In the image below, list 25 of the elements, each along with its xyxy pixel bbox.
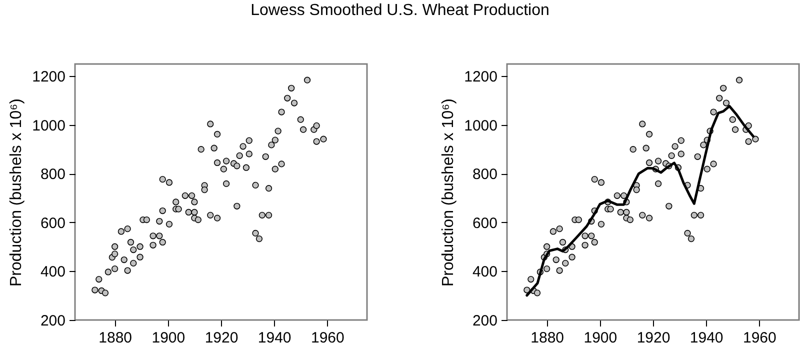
x-tick-label: 1960 <box>310 330 344 346</box>
y-tick-label: 400 <box>40 264 66 281</box>
y-axis-title: Production (bushels x 10⁶) <box>440 98 458 287</box>
y-tick-label: 800 <box>472 166 498 184</box>
y-tick-label: 1200 <box>32 68 66 86</box>
x-tick-label: 1900 <box>584 330 618 346</box>
x-tick-label: 1940 <box>690 330 724 346</box>
text: Lowess Smoothed U.S. Wheat Production <box>250 2 550 20</box>
y-tick-label: 800 <box>40 166 66 184</box>
x-tick-label: 1880 <box>530 330 564 346</box>
y-axis-title: Production (bushels x 10⁶) <box>8 98 26 287</box>
x-tick-label: 1880 <box>98 330 132 346</box>
y-tick-label: 1000 <box>32 117 66 134</box>
y-tick-label: 600 <box>472 214 498 232</box>
y-tick-label: 400 <box>472 264 498 281</box>
y-tick-label: 200 <box>472 312 498 330</box>
y-tick-label: 200 <box>40 312 66 330</box>
x-tick-label: 1900 <box>152 330 186 346</box>
y-tick-label: 1000 <box>464 117 498 134</box>
x-tick-label: 1940 <box>258 330 292 346</box>
y-tick-label: 1200 <box>464 68 498 86</box>
x-tick-label: 1920 <box>204 330 238 346</box>
x-tick-label: 1920 <box>636 330 670 346</box>
x-tick-label: 1960 <box>742 330 776 346</box>
y-tick-label: 600 <box>40 214 66 232</box>
